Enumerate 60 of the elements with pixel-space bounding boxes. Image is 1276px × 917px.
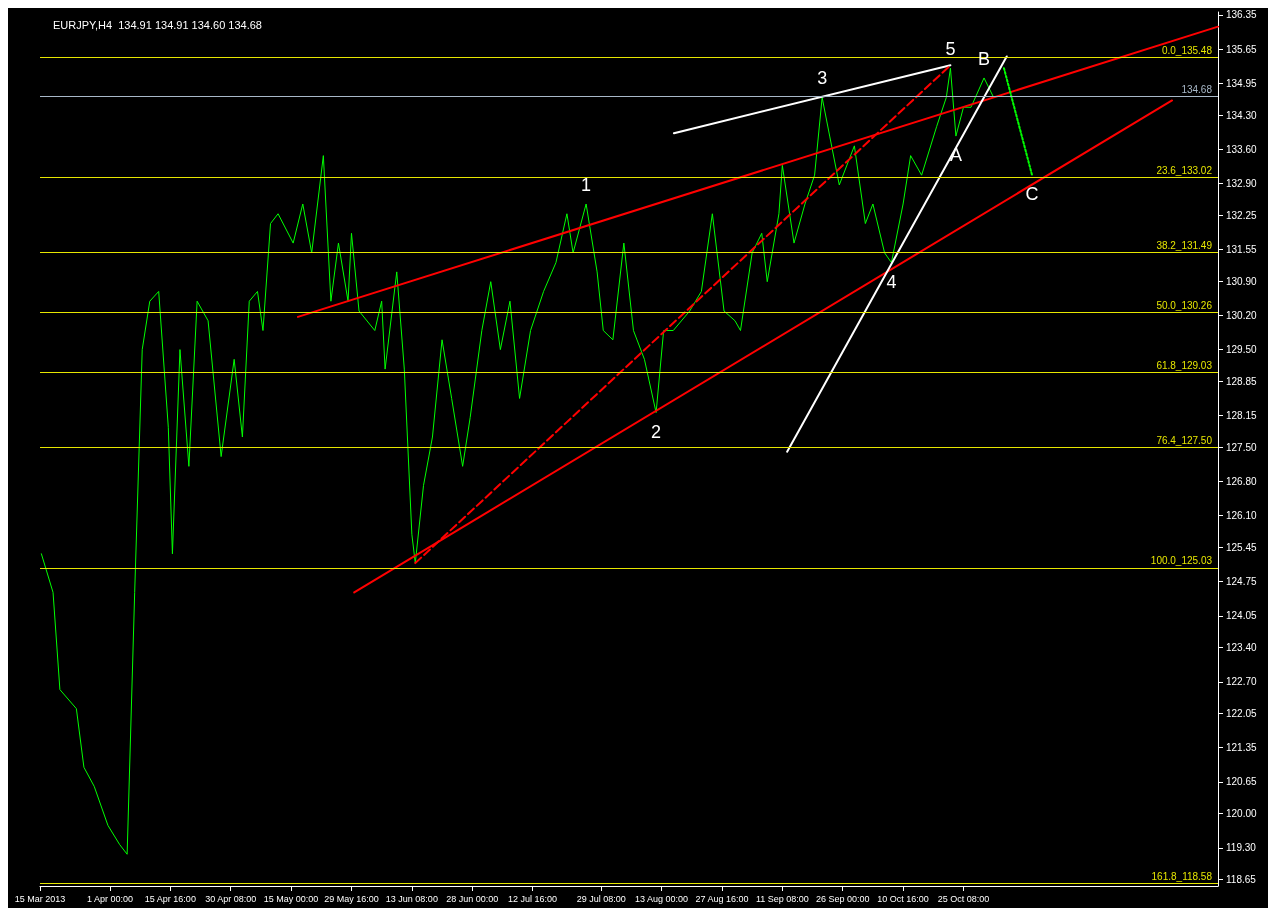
ref-line-label: 50.0_130.26: [1156, 299, 1213, 311]
x-tick-label: 25 Oct 08:00: [937, 893, 990, 904]
y-tick-label: 135.65: [1226, 43, 1258, 55]
ref-line-label: 100.0_125.03: [1150, 555, 1213, 567]
ref-line-label: 0.0_135.48: [1161, 44, 1213, 56]
x-tick-label: 15 Mar 2013: [14, 893, 66, 904]
annotation: C: [1025, 184, 1039, 205]
annotation: 2: [651, 421, 662, 442]
x-tick-label: 15 May 00:00: [263, 893, 319, 904]
annotation: 5: [945, 39, 956, 60]
x-tick-label: 28 Jun 00:00: [446, 893, 499, 904]
y-tick-label: 127.50: [1226, 441, 1258, 453]
x-tick-label: 10 Oct 16:00: [877, 893, 929, 904]
y-tick-label: 130.20: [1226, 309, 1258, 321]
text: EURJPY,H4 134.91 134.91 134.60 134.68: [53, 18, 262, 31]
y-tick-label: 119.30: [1226, 842, 1257, 854]
x-tick-label: 13 Jun 08:00: [385, 893, 438, 904]
x-tick-label: 13 Aug 00:00: [635, 893, 689, 904]
y-tick-label: 118.65: [1226, 874, 1257, 886]
x-tick-label: 11 Sep 08:00: [755, 893, 809, 904]
annotation: 1: [581, 175, 592, 195]
y-tick-label: 134.95: [1226, 77, 1258, 89]
y-tick-label: 120.65: [1226, 776, 1258, 788]
y-tick-label: 132.25: [1226, 209, 1258, 221]
y-tick-label: 122.70: [1226, 676, 1258, 688]
x-tick-label: 29 May 16:00: [324, 893, 379, 904]
y-tick-label: 131.55: [1226, 243, 1258, 255]
ref-line-label: 76.4_127.50: [1156, 434, 1213, 446]
x-tick-label: 27 Aug 16:00: [695, 893, 749, 904]
y-tick-label: 126.10: [1226, 510, 1258, 522]
x-tick-label: 29 Jul 08:00: [576, 893, 626, 904]
y-tick-label: 128.15: [1226, 410, 1258, 422]
line-series: [40, 67, 995, 855]
y-tick-label: 120.00: [1226, 808, 1258, 820]
y-tick-label: 124.05: [1226, 610, 1258, 622]
y-tick-label: 125.45: [1226, 541, 1258, 553]
annotation: 3: [817, 68, 828, 89]
ref-line-label: 38.2_131.49: [1156, 239, 1213, 251]
y-tick-label: 121.35: [1226, 742, 1258, 754]
y-tick-label: 128.85: [1226, 375, 1258, 387]
y-tick-label: 123.40: [1226, 642, 1258, 654]
y-tick-label: 130.90: [1226, 275, 1258, 287]
y-tick-label: 132.90: [1226, 177, 1258, 189]
x-tick-label: 30 Apr 08:00: [205, 893, 257, 904]
annotation: 4: [886, 271, 897, 292]
y-tick-label: 122.05: [1226, 708, 1258, 720]
y-tick-label: 126.80: [1226, 475, 1258, 487]
y-tick-label: 129.50: [1226, 344, 1258, 356]
y-tick-label: 134.30: [1226, 109, 1258, 121]
ref-line-label: 61.8_129.03: [1156, 360, 1213, 372]
x-tick-label: 26 Sep 00:00: [815, 893, 870, 904]
ref-line-label: 161.8_118.58: [1151, 870, 1213, 882]
y-tick-label: 124.75: [1226, 576, 1258, 588]
y-tick-label: 133.60: [1226, 143, 1258, 155]
x-tick-label: 15 Apr 16:00: [144, 893, 196, 904]
ref-line-label: 134.68: [1181, 84, 1213, 96]
y-tick-label: 136.35: [1226, 9, 1258, 21]
x-tick-label: 1 Apr 00:00: [86, 893, 133, 904]
ref-line-label: 23.6_133.02: [1156, 165, 1213, 177]
x-tick-label: 12 Jul 16:00: [508, 893, 558, 904]
